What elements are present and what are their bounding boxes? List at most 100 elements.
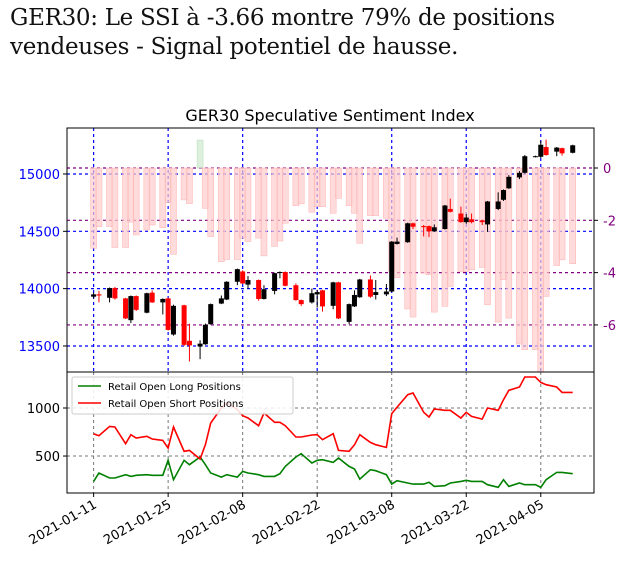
candle-body — [298, 300, 304, 305]
candle-body — [431, 227, 437, 232]
candle-body — [149, 292, 155, 303]
date-tick-label: 2021-03-22 — [399, 497, 472, 548]
ssi-bar — [282, 167, 289, 224]
candle-body — [554, 147, 560, 152]
ssi-bar — [393, 167, 401, 278]
candle-body — [410, 223, 416, 227]
long-positions-line — [92, 452, 573, 489]
ssi-bar — [356, 167, 364, 244]
ssi-bar — [170, 167, 177, 255]
chart-title: GER30 Speculative Sentiment Index — [185, 106, 474, 125]
position-lines — [92, 376, 573, 489]
candle-body — [463, 217, 469, 223]
date-tick-label: 2021-02-22 — [250, 497, 323, 548]
ssi-tick-label: -6 — [603, 319, 616, 334]
candle-body — [160, 298, 166, 303]
candle-body — [165, 298, 171, 330]
candle-body — [107, 288, 113, 298]
ssi-bar — [297, 167, 305, 205]
ssi-bar — [558, 167, 566, 261]
ssi-bar — [409, 167, 417, 318]
candle-body — [123, 298, 129, 319]
candle-body — [506, 176, 512, 189]
candle-body — [282, 272, 288, 286]
candle-body — [532, 156, 538, 158]
ssi-bar — [542, 167, 550, 297]
candle-body — [405, 223, 411, 243]
candle-body — [516, 172, 522, 178]
candle-body — [197, 343, 203, 347]
candle-body — [261, 289, 267, 299]
candle-body — [272, 273, 278, 291]
position-tick-label: 1000 — [27, 402, 60, 417]
candle-body — [330, 282, 336, 306]
ssi-bar — [447, 167, 454, 287]
ssi-bar — [335, 167, 342, 199]
candle-body — [543, 147, 549, 156]
candle-body — [170, 305, 176, 335]
ssi-bar — [505, 167, 513, 319]
price-tick-label: 14500 — [19, 225, 60, 240]
candle-body — [293, 285, 299, 301]
candle-body — [383, 291, 389, 295]
candle-body — [469, 219, 475, 223]
candle-body — [133, 296, 139, 310]
ssi-bar — [186, 167, 193, 204]
candle-body — [144, 293, 150, 313]
price-tick-label: 15000 — [19, 168, 60, 183]
candle-body — [186, 340, 192, 346]
date-tick-label: 2021-03-08 — [325, 497, 398, 548]
candle-body — [421, 226, 427, 228]
ssi-bar — [484, 167, 491, 306]
ssi-bar — [372, 167, 379, 216]
candle-body — [245, 280, 251, 285]
candle-body — [314, 292, 320, 295]
candle-body — [346, 304, 352, 322]
ssi-bar — [431, 167, 438, 313]
ssi-bar — [260, 167, 268, 257]
candle-body — [256, 280, 262, 299]
legend: Retail Open Long Positions Retail Open S… — [71, 376, 294, 415]
candle-body — [426, 226, 432, 232]
ssi-bar — [111, 167, 119, 248]
candle-body — [91, 294, 97, 297]
candle-body — [559, 148, 565, 154]
candle-body — [208, 304, 214, 325]
candle-body — [351, 294, 357, 307]
candle-body — [367, 279, 373, 297]
candle-body — [181, 305, 187, 345]
ssi-bar — [196, 139, 204, 169]
ssi-tick-label: -2 — [603, 214, 616, 229]
candle-body — [96, 294, 102, 296]
price-tick-label: 13500 — [19, 340, 60, 355]
headline: GER30: Le SSI à -3.66 montre 79% de posi… — [10, 5, 555, 60]
date-tick-label: 2021-04-05 — [474, 497, 547, 548]
legend-box — [71, 376, 294, 415]
price-tick-label: 14000 — [19, 283, 60, 298]
ssi-bar — [223, 167, 230, 260]
candle-body — [501, 190, 507, 200]
candle-body — [479, 220, 485, 223]
candle-body — [458, 213, 464, 223]
ssi-bar — [244, 167, 252, 242]
ssi-bar — [207, 167, 214, 237]
candle-body — [538, 144, 544, 157]
candle-body — [202, 324, 208, 345]
ssi-tick-label: -4 — [603, 267, 616, 282]
date-tick-label: 2021-01-11 — [27, 497, 100, 548]
ssi-bar — [148, 167, 156, 226]
bottom-axes-frame — [66, 371, 595, 494]
top-axes-frame — [66, 127, 595, 373]
candle-body — [389, 241, 395, 292]
candle-body — [309, 293, 315, 303]
candle-body — [373, 292, 379, 295]
ssi-bar — [521, 167, 529, 351]
candle-body — [128, 296, 134, 321]
candle-body — [224, 281, 230, 300]
candle-body — [357, 279, 363, 298]
ssi-bar — [132, 167, 140, 236]
legend-short-label: Retail Open Short Positions — [108, 399, 243, 410]
position-tick-label: 500 — [35, 450, 60, 465]
candle-body — [112, 288, 118, 299]
